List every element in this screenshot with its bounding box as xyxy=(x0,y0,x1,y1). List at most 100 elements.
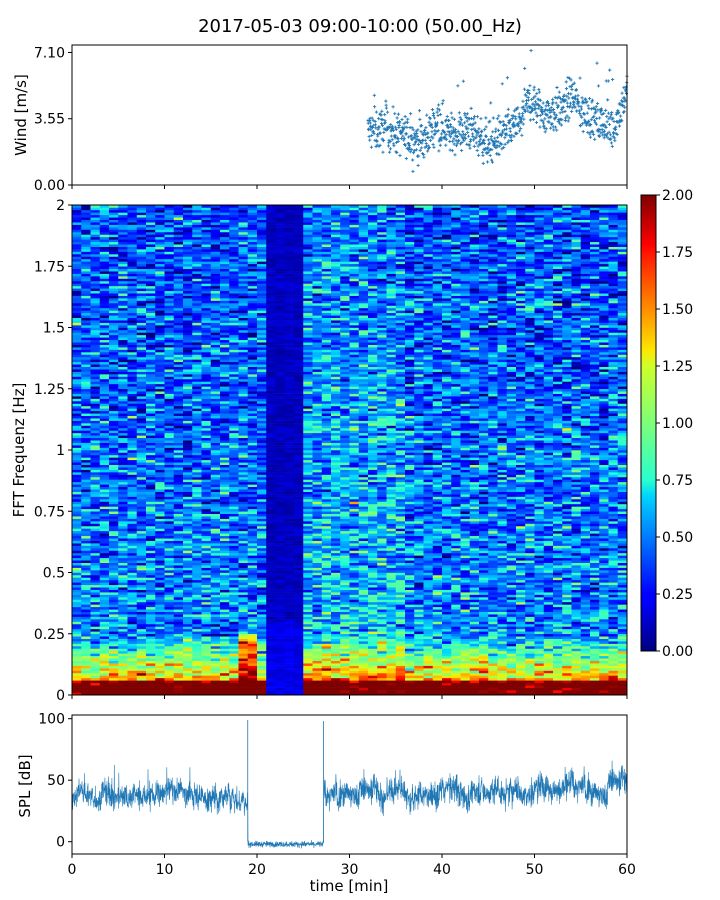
wind-point xyxy=(494,139,498,143)
heatmap-cell xyxy=(155,322,165,326)
heatmap-cell xyxy=(109,530,119,534)
heatmap-cell xyxy=(220,266,230,269)
heatmap-cell xyxy=(238,631,249,635)
wind-point xyxy=(400,117,404,122)
heatmap-cell xyxy=(220,653,230,657)
wind-point xyxy=(399,136,404,141)
heatmap-cell xyxy=(229,621,239,625)
heatmap-cell xyxy=(192,626,202,630)
heatmap-cell xyxy=(201,533,212,537)
heatmap-cell xyxy=(173,682,184,686)
heatmap-cell xyxy=(136,329,147,333)
heatmap-cell xyxy=(109,503,119,507)
heatmap-cell xyxy=(247,452,258,456)
heatmap-cell xyxy=(238,560,249,563)
wind-point xyxy=(458,116,462,120)
heatmap-cell xyxy=(173,582,184,586)
heatmap-cell xyxy=(192,518,202,522)
heatmap-cell xyxy=(118,334,128,338)
heatmap-cell xyxy=(81,205,91,208)
heatmap-cell xyxy=(220,303,230,306)
heatmap-cell xyxy=(155,631,165,635)
wind-point xyxy=(515,131,519,136)
heatmap-cell xyxy=(136,565,147,568)
wind-point xyxy=(484,116,488,120)
heatmap-cell xyxy=(99,511,110,514)
heatmap-cell xyxy=(127,317,138,321)
heatmap-cell xyxy=(136,254,147,257)
heatmap-cell xyxy=(127,249,138,252)
heatmap-cell xyxy=(164,469,175,473)
heatmap-cell xyxy=(146,464,156,468)
heatmap-cell xyxy=(173,445,184,448)
heatmap-cell xyxy=(146,577,156,581)
heatmap-cell xyxy=(229,609,239,612)
heatmap-cell xyxy=(220,548,230,551)
heatmap-cell xyxy=(136,479,147,483)
heatmap-cell xyxy=(229,290,239,294)
heatmap-cell xyxy=(99,513,110,517)
heatmap-cell xyxy=(229,633,239,637)
heatmap-cell xyxy=(146,675,156,679)
heatmap-cell xyxy=(72,437,82,441)
wind-point xyxy=(415,131,419,136)
heatmap-cell xyxy=(99,334,110,338)
heatmap-cell xyxy=(173,317,184,321)
heatmap-cell xyxy=(146,207,156,211)
wind-point xyxy=(428,117,432,121)
heatmap-cell xyxy=(109,476,119,480)
wind-point xyxy=(565,94,569,98)
heatmap-cell xyxy=(118,499,128,502)
heatmap-cell xyxy=(164,459,175,463)
heatmap-cell xyxy=(229,403,239,407)
wind-point xyxy=(474,128,478,132)
wind-point xyxy=(466,134,471,138)
heatmap-cell xyxy=(238,525,249,529)
heatmap-cell xyxy=(164,214,175,218)
heatmap-cell xyxy=(136,577,147,581)
wind-point xyxy=(512,109,516,113)
heatmap-cell xyxy=(173,312,184,316)
wind-point xyxy=(422,155,426,159)
heatmap-cell xyxy=(136,359,147,363)
wind-point xyxy=(390,138,394,142)
heatmap-cell xyxy=(155,239,165,243)
heatmap-cell xyxy=(99,413,110,416)
heatmap-cell xyxy=(220,506,230,510)
heatmap-cell xyxy=(155,543,165,546)
heatmap-cell xyxy=(210,511,221,514)
heatmap-cell xyxy=(81,530,91,534)
heatmap-cell xyxy=(72,623,82,627)
wind-point xyxy=(410,148,414,152)
heatmap-cell xyxy=(210,623,221,627)
wind-point xyxy=(460,140,464,145)
heatmap-cell xyxy=(229,376,239,380)
heatmap-cell xyxy=(136,290,147,294)
heatmap-cell xyxy=(247,356,258,360)
heatmap-cell xyxy=(201,577,212,581)
heatmap-cell xyxy=(127,352,138,355)
heatmap-cell xyxy=(155,469,165,473)
wind-point xyxy=(505,133,509,137)
heatmap-cell xyxy=(81,616,91,620)
heatmap-cell xyxy=(127,538,138,541)
heatmap-cell xyxy=(220,352,230,355)
wind-point xyxy=(489,134,493,139)
heatmap-cell xyxy=(127,418,138,421)
wind-point xyxy=(568,76,572,80)
wind-point xyxy=(526,109,530,113)
heatmap-cell xyxy=(229,535,239,539)
heatmap-cell xyxy=(109,521,119,524)
wind-point xyxy=(477,127,481,131)
wind-point xyxy=(486,138,491,142)
heatmap-cell xyxy=(201,280,212,284)
heatmap-cell xyxy=(192,219,202,223)
heatmap-cell xyxy=(81,222,91,225)
heatmap-cell xyxy=(173,540,184,544)
wind-point xyxy=(494,130,498,134)
heatmap-cell xyxy=(155,481,165,485)
heatmap-cell xyxy=(72,222,82,225)
heatmap-cell xyxy=(136,611,147,615)
heatmap-cell xyxy=(118,231,128,235)
heatmap-cell xyxy=(173,440,184,443)
